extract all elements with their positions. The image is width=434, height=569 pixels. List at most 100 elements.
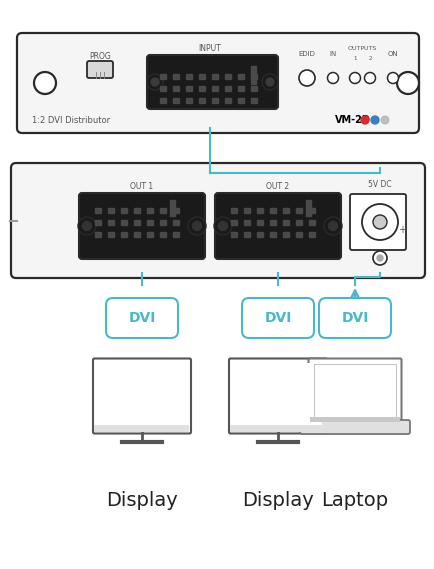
Bar	[308, 208, 314, 212]
Bar	[95, 232, 101, 237]
Bar	[270, 208, 275, 212]
Bar	[211, 85, 217, 90]
Text: 2: 2	[368, 56, 371, 60]
Bar	[270, 232, 275, 237]
Circle shape	[187, 217, 206, 235]
Circle shape	[147, 74, 163, 90]
Bar	[305, 200, 310, 216]
Text: INPUT: INPUT	[198, 43, 221, 52]
Bar	[237, 97, 243, 102]
Circle shape	[261, 74, 277, 90]
Bar	[211, 97, 217, 102]
Circle shape	[360, 116, 368, 124]
Bar	[160, 85, 166, 90]
FancyBboxPatch shape	[79, 193, 204, 259]
Bar	[186, 73, 191, 79]
Circle shape	[34, 72, 56, 94]
Bar	[243, 220, 250, 225]
FancyBboxPatch shape	[147, 55, 277, 109]
Text: IN: IN	[329, 51, 336, 57]
Text: Laptop: Laptop	[321, 490, 388, 509]
Bar	[121, 232, 127, 237]
Bar	[173, 85, 178, 90]
FancyBboxPatch shape	[299, 420, 409, 434]
Bar	[94, 425, 189, 432]
Text: VM-2D: VM-2D	[334, 115, 370, 125]
Bar	[211, 73, 217, 79]
Bar	[256, 232, 263, 237]
Circle shape	[78, 217, 96, 235]
Bar	[134, 208, 140, 212]
Bar	[243, 208, 250, 212]
Circle shape	[396, 72, 418, 94]
Bar	[250, 66, 256, 84]
Bar	[173, 73, 178, 79]
Bar	[186, 97, 191, 102]
Bar	[295, 208, 301, 212]
Bar	[147, 208, 153, 212]
Bar	[134, 232, 140, 237]
FancyBboxPatch shape	[241, 298, 313, 338]
Bar	[243, 232, 250, 237]
Circle shape	[380, 116, 388, 124]
Circle shape	[327, 72, 338, 84]
Bar	[283, 232, 288, 237]
Circle shape	[151, 78, 159, 86]
Circle shape	[387, 72, 398, 84]
FancyBboxPatch shape	[87, 61, 113, 78]
Bar	[198, 97, 204, 102]
Circle shape	[349, 72, 360, 84]
Circle shape	[265, 78, 273, 86]
Bar	[233, 363, 322, 429]
Bar	[295, 232, 301, 237]
FancyBboxPatch shape	[11, 163, 424, 278]
Bar	[108, 232, 114, 237]
Bar	[147, 232, 153, 237]
Text: PROG: PROG	[89, 52, 111, 60]
FancyBboxPatch shape	[17, 33, 418, 133]
Text: 5V DC: 5V DC	[367, 179, 391, 188]
Bar	[198, 73, 204, 79]
Bar	[160, 73, 166, 79]
Bar	[224, 73, 230, 79]
Bar	[230, 425, 325, 432]
Bar	[283, 220, 288, 225]
Bar	[250, 73, 256, 79]
Bar	[160, 220, 166, 225]
Circle shape	[376, 255, 382, 261]
Bar	[308, 232, 314, 237]
Bar	[134, 220, 140, 225]
Circle shape	[82, 221, 91, 230]
Bar	[95, 208, 101, 212]
Text: EDID: EDID	[298, 51, 315, 57]
Bar	[121, 220, 127, 225]
Bar	[237, 73, 243, 79]
Bar	[173, 208, 178, 212]
Text: DVI: DVI	[128, 311, 155, 325]
Bar	[186, 85, 191, 90]
Bar	[108, 220, 114, 225]
Text: OUTPUTS: OUTPUTS	[347, 46, 376, 51]
Bar	[170, 200, 174, 216]
Bar	[230, 208, 237, 212]
Bar	[256, 220, 263, 225]
Text: DVI: DVI	[341, 311, 368, 325]
Bar	[160, 232, 166, 237]
Text: Display: Display	[106, 490, 178, 509]
Bar	[173, 232, 178, 237]
Bar	[295, 220, 301, 225]
Bar	[173, 220, 178, 225]
FancyBboxPatch shape	[308, 358, 401, 423]
Bar	[230, 220, 237, 225]
Bar	[95, 220, 101, 225]
Bar	[313, 364, 395, 418]
Bar	[283, 208, 288, 212]
FancyBboxPatch shape	[228, 358, 326, 434]
FancyBboxPatch shape	[349, 194, 405, 250]
Text: Display: Display	[242, 490, 313, 509]
FancyBboxPatch shape	[214, 193, 340, 259]
Bar	[160, 208, 166, 212]
FancyBboxPatch shape	[106, 298, 178, 338]
Bar	[256, 208, 263, 212]
Text: OUT 2: OUT 2	[266, 182, 289, 191]
